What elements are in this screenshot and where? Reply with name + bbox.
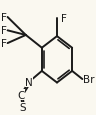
Text: F: F bbox=[1, 13, 7, 23]
Text: C: C bbox=[17, 90, 25, 100]
Text: F: F bbox=[61, 14, 66, 24]
Text: Br: Br bbox=[83, 74, 95, 84]
Text: F: F bbox=[1, 39, 7, 49]
Text: F: F bbox=[1, 26, 7, 36]
Text: S: S bbox=[19, 103, 26, 112]
Text: N: N bbox=[25, 77, 33, 87]
